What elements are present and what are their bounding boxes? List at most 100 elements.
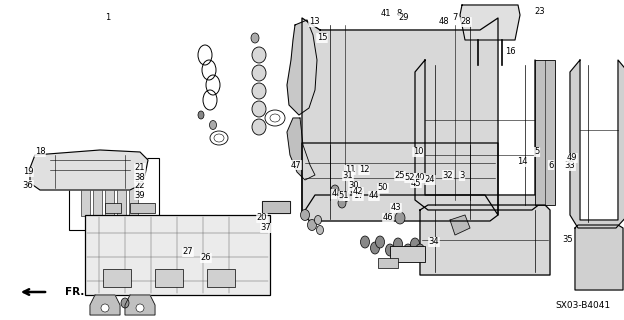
- Ellipse shape: [371, 242, 379, 254]
- Ellipse shape: [136, 304, 144, 312]
- Polygon shape: [415, 60, 545, 210]
- Ellipse shape: [301, 210, 310, 220]
- Text: 39: 39: [135, 190, 145, 199]
- Ellipse shape: [252, 83, 266, 99]
- Bar: [378, 258, 398, 268]
- Text: 35: 35: [563, 236, 573, 244]
- Ellipse shape: [416, 244, 424, 256]
- Bar: [105, 203, 121, 213]
- Polygon shape: [287, 118, 315, 180]
- Bar: [117, 182, 125, 216]
- Ellipse shape: [314, 215, 321, 225]
- Text: 16: 16: [505, 47, 515, 57]
- Text: 24: 24: [425, 175, 436, 185]
- Ellipse shape: [376, 236, 384, 248]
- Text: 4: 4: [331, 189, 336, 198]
- Bar: [129, 182, 138, 216]
- Ellipse shape: [404, 244, 412, 256]
- Text: 5: 5: [534, 148, 540, 156]
- Text: 48: 48: [439, 18, 449, 27]
- Bar: [535, 60, 555, 205]
- Bar: [80, 182, 90, 216]
- Ellipse shape: [394, 238, 402, 250]
- Text: 1: 1: [105, 13, 110, 22]
- Ellipse shape: [210, 121, 217, 130]
- Polygon shape: [570, 60, 624, 228]
- Text: 37: 37: [261, 223, 271, 233]
- Text: 32: 32: [442, 171, 453, 180]
- Text: 47: 47: [291, 161, 301, 170]
- Polygon shape: [125, 295, 155, 315]
- Polygon shape: [302, 18, 498, 215]
- Text: 18: 18: [35, 148, 46, 156]
- Ellipse shape: [395, 212, 405, 224]
- Text: 45: 45: [411, 179, 421, 188]
- Text: 21: 21: [135, 164, 145, 172]
- Bar: [69, 158, 158, 230]
- Ellipse shape: [121, 298, 129, 308]
- Text: 36: 36: [22, 180, 33, 189]
- Ellipse shape: [270, 114, 280, 122]
- Ellipse shape: [252, 101, 266, 117]
- Ellipse shape: [411, 238, 419, 250]
- Text: 10: 10: [412, 148, 423, 156]
- Text: 30: 30: [349, 181, 359, 190]
- Ellipse shape: [251, 33, 259, 43]
- Text: 44: 44: [369, 191, 379, 201]
- Polygon shape: [302, 143, 498, 221]
- Text: 20: 20: [256, 213, 267, 222]
- Ellipse shape: [101, 304, 109, 312]
- Text: 31: 31: [343, 172, 353, 180]
- Text: 33: 33: [565, 162, 575, 171]
- Ellipse shape: [361, 236, 369, 248]
- Text: 13: 13: [309, 18, 319, 27]
- Ellipse shape: [338, 198, 346, 208]
- Polygon shape: [90, 295, 120, 315]
- Text: 26: 26: [201, 253, 212, 262]
- Bar: [92, 182, 102, 216]
- Ellipse shape: [252, 119, 266, 135]
- Polygon shape: [450, 215, 470, 235]
- Polygon shape: [420, 205, 550, 275]
- Text: FR.: FR.: [65, 287, 84, 297]
- Bar: [390, 246, 425, 262]
- Ellipse shape: [316, 226, 323, 235]
- Ellipse shape: [386, 244, 394, 256]
- Bar: [105, 182, 114, 216]
- Ellipse shape: [308, 220, 316, 230]
- Text: 28: 28: [461, 18, 471, 27]
- Text: 8: 8: [396, 10, 402, 19]
- Text: 38: 38: [135, 173, 145, 182]
- Text: 29: 29: [399, 13, 409, 22]
- Ellipse shape: [341, 192, 349, 202]
- Polygon shape: [575, 225, 623, 290]
- Text: 41: 41: [381, 10, 391, 19]
- Text: 49: 49: [567, 154, 577, 163]
- Text: 17: 17: [353, 191, 363, 201]
- Text: 3: 3: [459, 172, 465, 180]
- Text: 7: 7: [452, 13, 457, 22]
- Ellipse shape: [214, 134, 224, 142]
- Ellipse shape: [252, 47, 266, 63]
- Text: 40: 40: [415, 173, 425, 182]
- Text: 46: 46: [383, 213, 393, 222]
- Text: 34: 34: [429, 237, 439, 246]
- Ellipse shape: [252, 65, 266, 81]
- Polygon shape: [262, 201, 290, 213]
- Text: 9: 9: [343, 191, 349, 201]
- Text: 27: 27: [183, 247, 193, 257]
- Bar: [207, 269, 235, 287]
- Text: SX03-B4041: SX03-B4041: [555, 300, 610, 309]
- Text: 19: 19: [22, 167, 33, 177]
- Text: 42: 42: [353, 188, 363, 196]
- Polygon shape: [30, 150, 148, 190]
- Text: 52: 52: [405, 173, 415, 182]
- Text: 22: 22: [135, 180, 145, 189]
- Ellipse shape: [331, 185, 339, 195]
- Bar: [130, 203, 155, 213]
- Text: 15: 15: [317, 34, 327, 43]
- Ellipse shape: [198, 111, 204, 119]
- Bar: [155, 269, 183, 287]
- Polygon shape: [460, 5, 520, 40]
- Text: 43: 43: [391, 204, 401, 212]
